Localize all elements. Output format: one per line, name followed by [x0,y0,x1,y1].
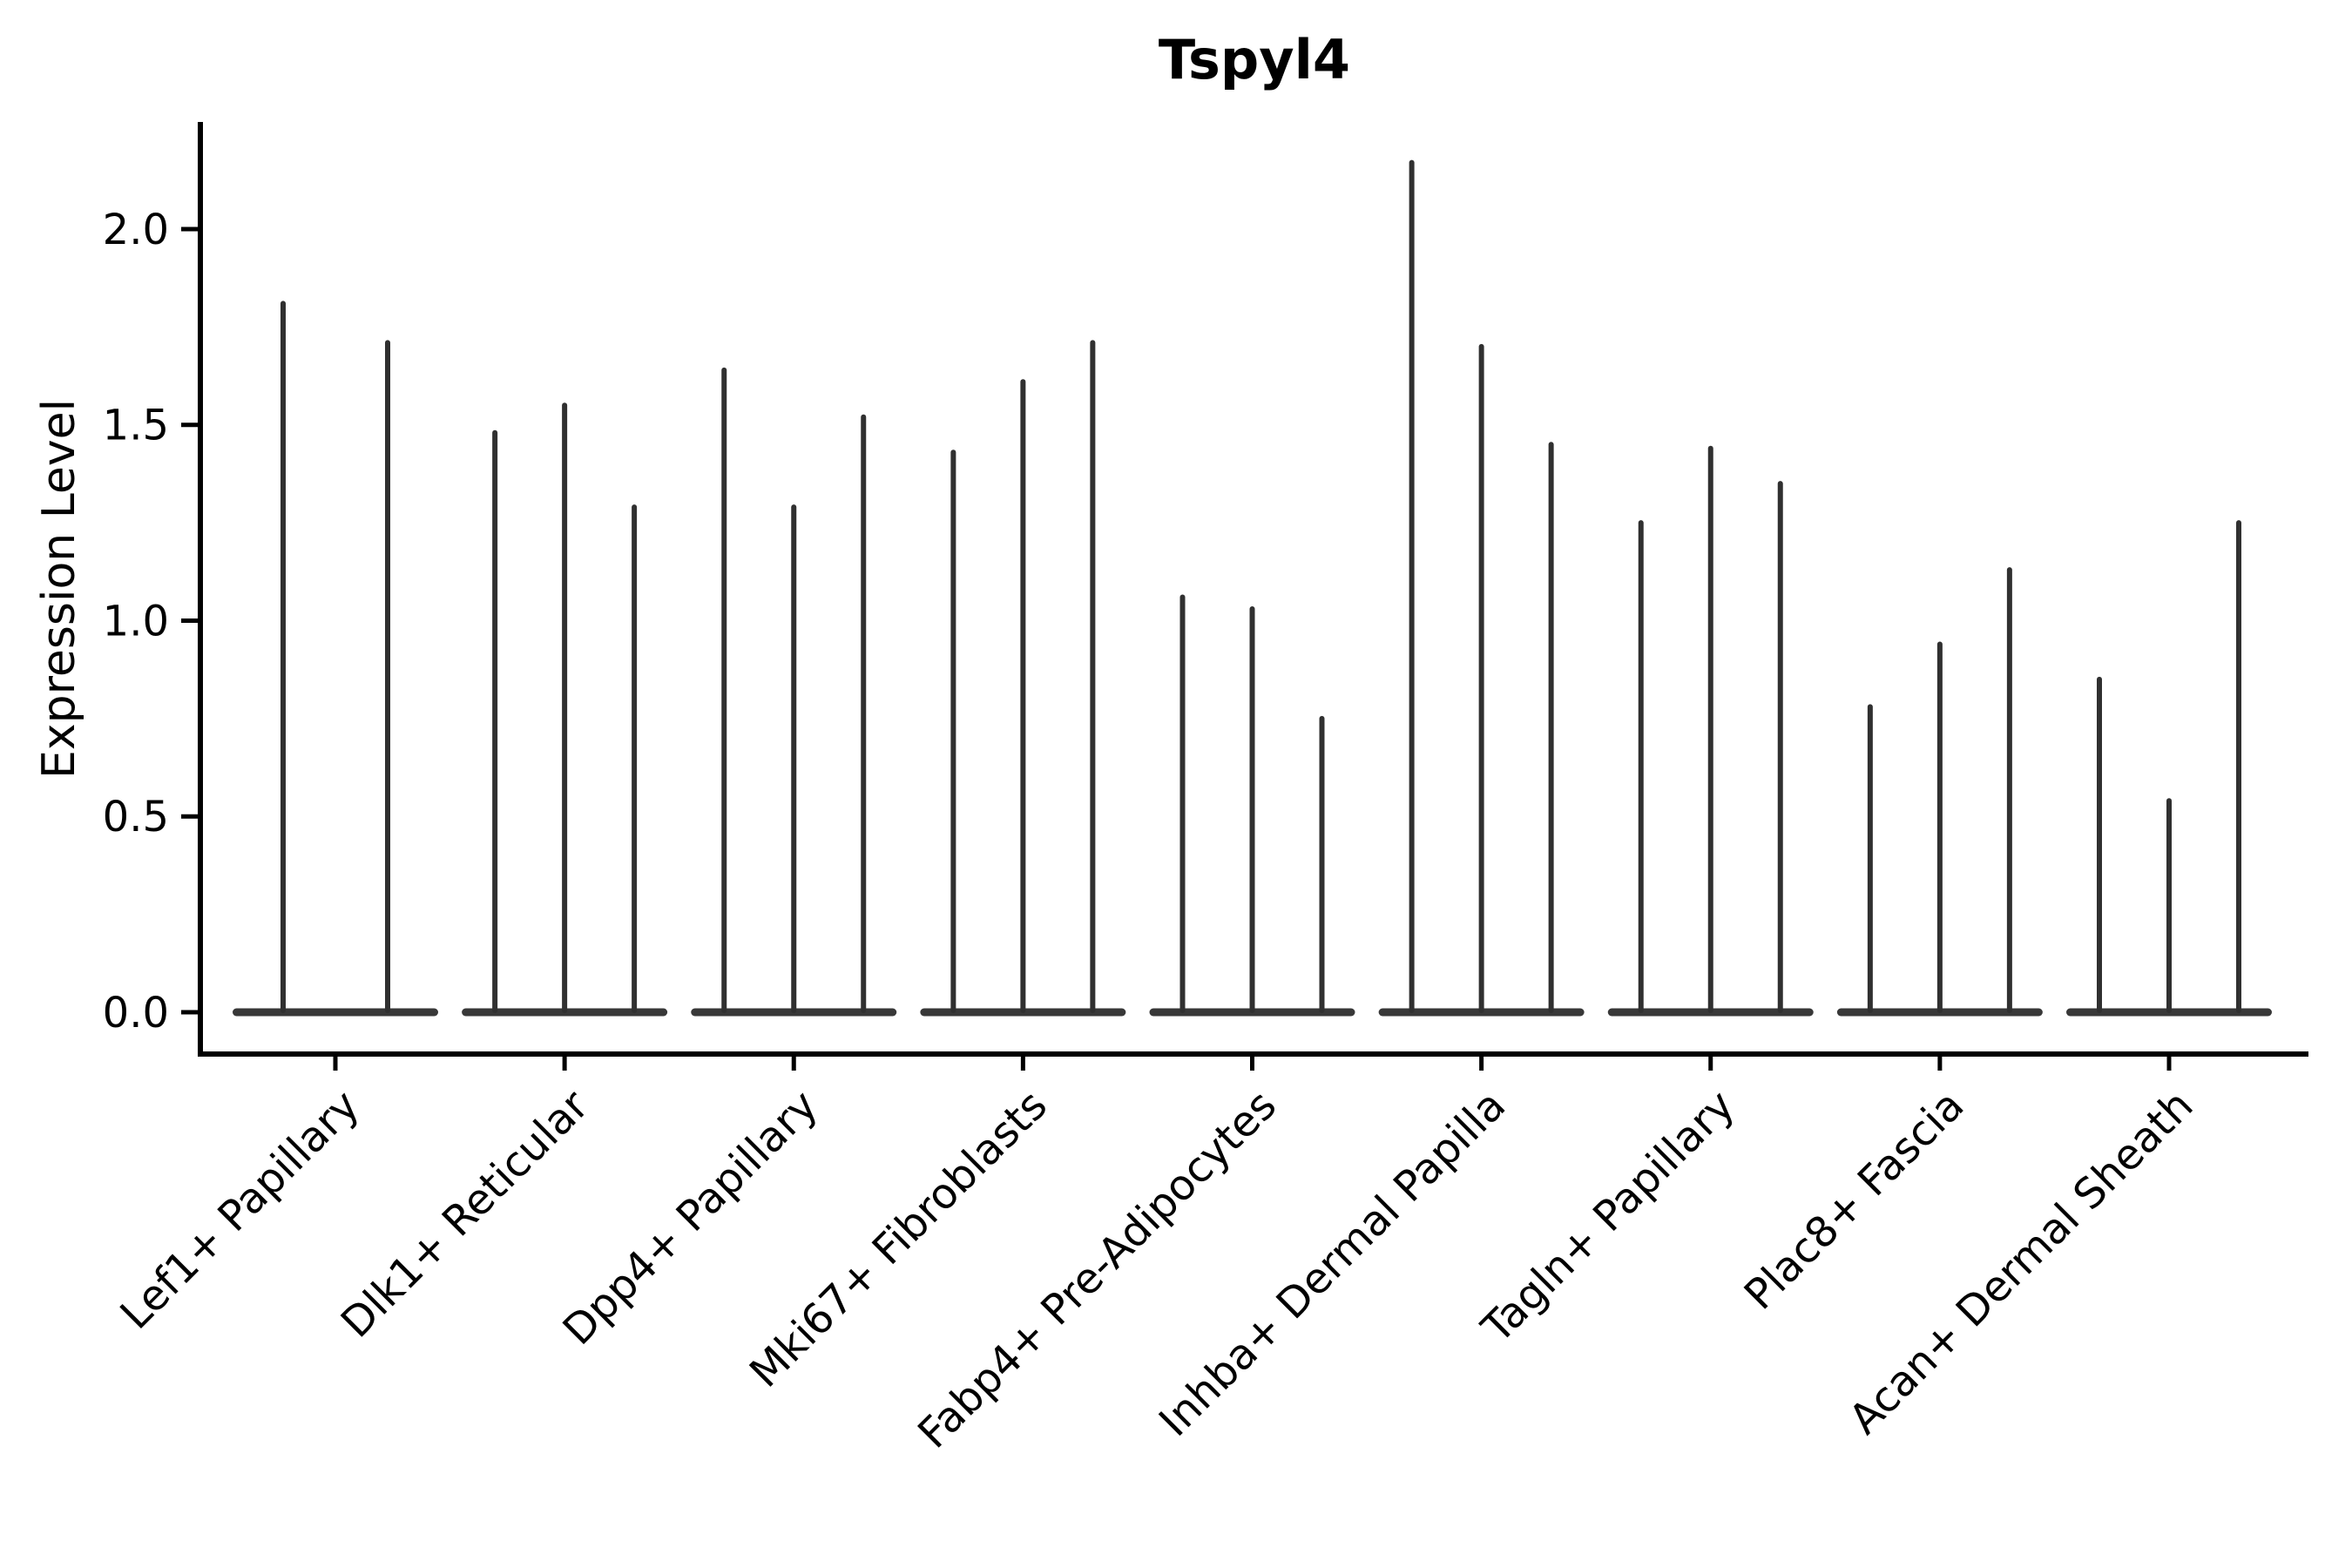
x-tick-label: Dpp4+ Papillary [554,1081,828,1355]
x-tick-label: Lef1+ Papillary [112,1081,369,1339]
violin-base [233,1008,438,1017]
y-tick-label: 1.0 [103,597,169,645]
chart-title: Tspyl4 [1158,28,1351,91]
y-tick-label: 2.0 [103,206,169,254]
x-tick-label: Tagln+ Papillary [1472,1081,1744,1353]
y-tick-label: 1.5 [103,402,169,450]
y-tick-label: 0.0 [103,989,169,1037]
x-tick-label: Plac8+ Fascia [1735,1081,1974,1320]
x-tick-label: Dlk1+ Reticular [332,1081,598,1348]
y-tick-label: 0.5 [103,793,169,841]
